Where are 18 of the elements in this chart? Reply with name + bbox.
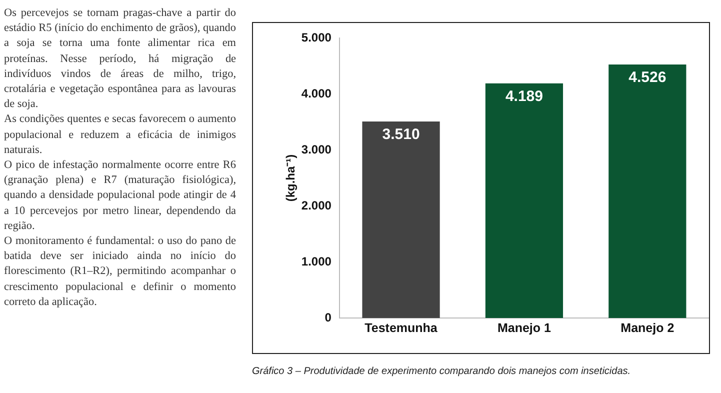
data-label: 4.189 — [505, 88, 543, 106]
x-tick-label: Manejo 1 — [497, 320, 551, 335]
bar — [485, 83, 564, 318]
x-tick-label: Testemunha — [364, 320, 438, 335]
y-tick-label: 3.000 — [301, 142, 332, 156]
bar — [362, 121, 440, 318]
bar — [608, 64, 686, 318]
x-tick-label: Manejo 2 — [620, 320, 674, 335]
y-tick-label: 1.000 — [301, 254, 332, 268]
text: Os percevejos se tornam pragas-chave a partir do estádio R5 (início do enchimento de grãos), quando a soja se torna uma fonte alimentar rica em proteínas. Nesse período, há migração de indivíduos vindos de áreas de milho, trigo, crotalária e vegetação espontânea para as lavouras de soja. As condições quentes e secas favorecem o aumento populacional e reduzem a eficácia de inimigos naturais. O pico de infestação normalmente ocorre entre R6 (granação plena) e R7 (maturação fisiológica), quando a densidade populacional pode atingir de 4 a 10 percevejos por metro linear, dependendo da região. O monitoramento é fundamental: o uso do pano de batida deve ser iniciado ainda no início do florescimento (R1–R2), permitindo acompanhar o crescimento populacional e definir o momento correto da aplicação. — [4, 7, 236, 308]
data-label: 3.510 — [382, 126, 420, 144]
y-axis-title: (kg.ha⁻¹) — [284, 154, 298, 202]
y-tick-label: 4.000 — [301, 86, 332, 100]
y-tick-label: 0 — [324, 310, 332, 324]
data-label: 4.526 — [628, 69, 666, 86]
y-tick-label: 5.000 — [301, 30, 332, 44]
text: Gráfico 3 – Produtividade de experimento comparando dois manejos com inseticidas. — [252, 366, 631, 377]
y-tick-label: 2.000 — [301, 198, 332, 212]
